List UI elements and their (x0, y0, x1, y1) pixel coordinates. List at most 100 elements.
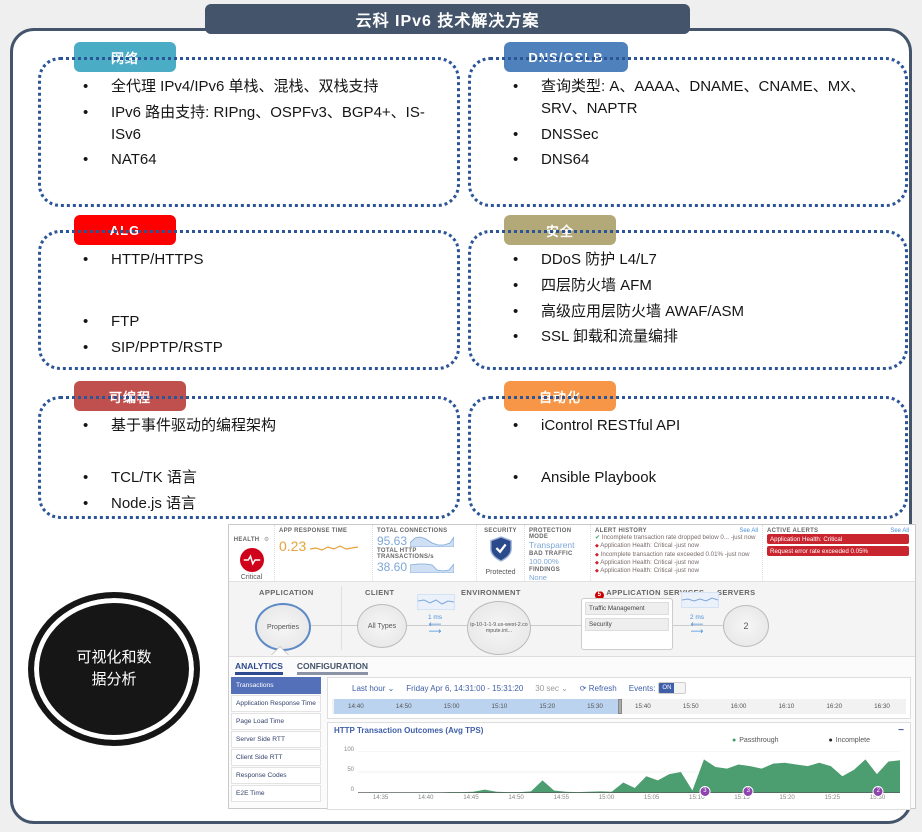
active-alerts-see-all-link[interactable]: See All (890, 528, 909, 534)
total-http-label: TOTAL HTTP TRANSACTIONS/s (377, 548, 434, 560)
latency-label: 2 ms (689, 614, 705, 621)
servers-node[interactable]: 2 (723, 605, 769, 647)
alert-history-see-all-link[interactable]: See All (739, 528, 758, 534)
active-alert-badge: Request error rate exceeded 0.05% (767, 546, 909, 556)
sidebar-item-server-side-rtt[interactable]: Server Side RTT (231, 731, 321, 748)
chart-x-axis: 14:35 14:40 14:45 14:50 14:55 15:00 15:05 15… (372, 794, 886, 801)
refresh-icon: ⟳ (579, 683, 587, 693)
legend-item-incomplete[interactable]: ● Incomplete (828, 737, 870, 744)
event-badge[interactable]: 3 (742, 786, 754, 797)
app-response-sparkline (310, 545, 359, 551)
active-alerts-label: ACTIVE ALERTS (767, 528, 819, 534)
total-http-value: 38.60 (377, 560, 408, 574)
timeline-panel: Last hour ⌄ Friday Apr 6, 14:31:00 - 15:… (327, 677, 911, 719)
sidebar-item-response-codes[interactable]: Response Codes (231, 767, 321, 784)
analytics-dashboard: HEALTH ⚙ Critical APP RESPONSE TIME 0.23… (228, 524, 916, 812)
active-alerts-card: ACTIVE ALERTS See All Application Health… (763, 525, 913, 581)
date-range-label: Friday Apr 6, 14:31:00 - 15:31:20 (406, 683, 524, 693)
passthrough-area (358, 759, 900, 793)
event-badge[interactable]: 2 (872, 786, 884, 797)
topology-row: APPLICATION CLIENT ENVIRONMENT 5 APPLICA… (229, 582, 915, 657)
y-tick: 0 (350, 787, 354, 793)
protection-card: PROTECTION MODE Transparent BAD TRAFFIC … (525, 525, 591, 581)
arrow-right-icon: ⟶ (428, 626, 442, 636)
timeline-scrubber[interactable]: 14:40 14:50 15:00 15:10 15:20 15:30 15:40 15… (332, 699, 906, 714)
tps-chart-svg (358, 751, 900, 793)
section-label-client: CLIENT (365, 588, 395, 597)
bullet-item: Node.js 语言 (71, 493, 437, 515)
bullet-item: NAT64 (71, 149, 437, 171)
range-dropdown[interactable]: Last hour ⌄ (352, 683, 395, 693)
section-label-servers: SERVERS (717, 588, 756, 597)
health-card: HEALTH ⚙ Critical (229, 525, 275, 581)
protection-mode-label: PROTECTION MODE (529, 528, 572, 540)
bullet-item: 全代理 IPv4/IPv6 单栈、混栈、双栈支持 (71, 76, 437, 98)
visualization-ellipse: 可视化和数据分析 (28, 592, 200, 746)
dashboard-header: HEALTH ⚙ Critical APP RESPONSE TIME 0.23… (229, 525, 915, 582)
dashboard-tabs: ANALYTICS CONFIGURATION (229, 657, 915, 675)
bullet-item: 高级应用层防火墙 AWAF/ASM (501, 301, 885, 323)
metrics-sidebar: Transactions Application Response Time P… (229, 675, 323, 812)
alert-history-item: ◆ Application Health: Critical -just now (595, 542, 699, 550)
totals-card: TOTAL CONNECTIONS 95.63 TOTAL HTTP TRANS… (373, 525, 477, 581)
selected-app-notch (271, 647, 289, 656)
gear-icon[interactable]: ⚙ (263, 537, 270, 543)
refresh-button[interactable]: ⟳ Refresh (579, 683, 617, 693)
alert-diamond-icon: ◆ (595, 568, 599, 575)
tps-chart-panel: HTTP Transaction Outcomes (Avg TPS) − ● P… (327, 722, 911, 810)
chevron-down-icon: ⌄ (387, 683, 395, 693)
interval-dropdown[interactable]: 30 sec ⌄ (535, 683, 568, 693)
total-http-sparkline (410, 563, 455, 573)
findings-label: FINDINGS (529, 567, 561, 573)
sidebar-item-e2e-time[interactable]: E2E Time (231, 785, 321, 802)
app-response-time-label: APP RESPONSE TIME (279, 528, 348, 534)
findings-value: None (529, 573, 547, 581)
latency-label: 1 ms (427, 614, 443, 621)
tps-chart-plot: 3 3 2 (358, 751, 900, 797)
service-row-traffic-management[interactable]: Traffic Management (585, 602, 669, 615)
arrow-right-icon: ⟶ (690, 626, 704, 636)
alert-diamond-icon: ◆ (595, 543, 599, 550)
chevron-down-icon: ⌄ (561, 683, 568, 693)
client-node[interactable]: All Types (357, 604, 407, 648)
legend-item-passthrough[interactable]: ● Passthrough (731, 737, 779, 744)
shield-check-icon (489, 536, 513, 567)
bullet-item: iControl RESTful API (501, 415, 885, 437)
sidebar-item-transactions[interactable]: Transactions (231, 677, 321, 694)
bullet-item: SSL 卸载和流量编排 (501, 326, 885, 348)
feature-box-alg: HTTP/HTTPS FTP SIP/PPTP/RSTP (38, 230, 460, 370)
events-toggle[interactable]: ON (658, 682, 687, 694)
timeline-selected-range[interactable] (334, 699, 621, 714)
protection-mode-value: Transparent (529, 540, 575, 550)
y-tick: 100 (343, 747, 354, 753)
minimize-chart-button[interactable]: − (898, 725, 904, 736)
bad-traffic-label: BAD TRAFFIC (529, 551, 573, 557)
application-node[interactable]: Properties (255, 603, 311, 651)
section-separator (341, 586, 342, 650)
environment-node[interactable]: ip-10-1-1-9.us-west-2.compute.int... (467, 601, 531, 655)
tab-configuration[interactable]: CONFIGURATION (296, 661, 369, 675)
service-row-security[interactable]: Security (585, 618, 669, 631)
alert-diamond-icon: ◆ (595, 560, 599, 567)
events-control: Events: ON (629, 682, 687, 694)
alert-history-item: ◆ Application Health: Critical -just now (595, 559, 699, 567)
sidebar-item-page-load-time[interactable]: Page Load Time (231, 713, 321, 730)
section-label-environment: ENVIRONMENT (461, 588, 521, 597)
feature-box-dns-gslb: 查询类型: A、AAAA、DNAME、CNAME、MX、SRV、NAPTR DN… (468, 57, 908, 207)
chart-title: HTTP Transaction Outcomes (Avg TPS) (334, 726, 484, 735)
security-status: Protected (485, 569, 516, 576)
sidebar-item-client-side-rtt[interactable]: Client Side RTT (231, 749, 321, 766)
alert-diamond-icon: ◆ (595, 551, 599, 558)
tab-analytics[interactable]: ANALYTICS (235, 661, 283, 675)
bullet-item: FTP (71, 311, 437, 333)
timeline-range-handle[interactable] (618, 699, 622, 714)
y-tick: 50 (347, 767, 354, 773)
bullet-item: IPv6 路由支持: RIPng、OSPFv3、BGP4+、IS-ISv6 (71, 102, 437, 146)
total-connections-sparkline (410, 536, 455, 547)
sidebar-item-application-response-time[interactable]: Application Response Time (231, 695, 321, 712)
visualization-label: 可视化和数据分析 (76, 648, 152, 689)
event-badge[interactable]: 3 (699, 786, 711, 797)
application-services-box: Traffic Management Security (581, 598, 673, 650)
alert-history-item: ◆ Application Health: Critical -just now (595, 567, 699, 575)
bad-traffic-value: 100.00% (529, 557, 559, 566)
